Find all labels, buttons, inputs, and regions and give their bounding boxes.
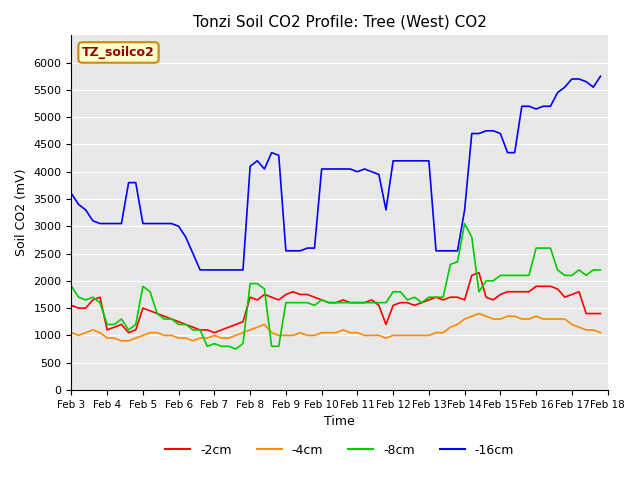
Legend: -2cm, -4cm, -8cm, -16cm: -2cm, -4cm, -8cm, -16cm (160, 439, 519, 462)
X-axis label: Time: Time (324, 415, 355, 428)
Text: TZ_soilco2: TZ_soilco2 (82, 46, 155, 59)
Y-axis label: Soil CO2 (mV): Soil CO2 (mV) (15, 169, 28, 256)
Title: Tonzi Soil CO2 Profile: Tree (West) CO2: Tonzi Soil CO2 Profile: Tree (West) CO2 (193, 15, 486, 30)
